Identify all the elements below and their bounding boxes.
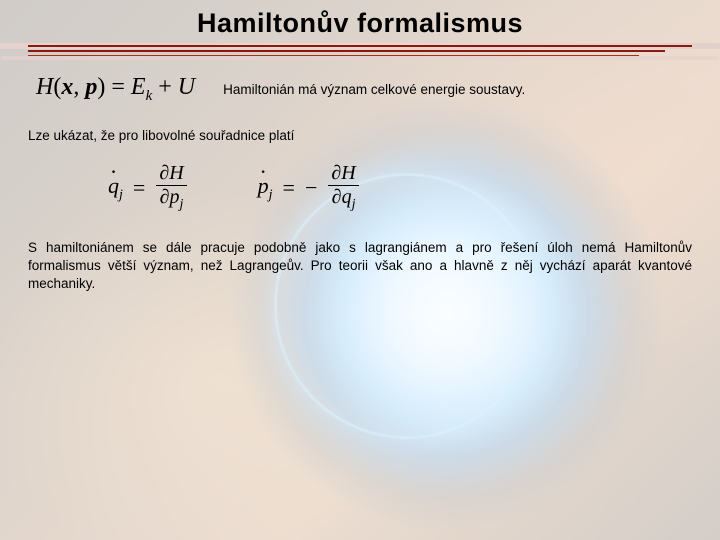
eq-plus: + (152, 74, 178, 100)
pdot-equals: = (283, 175, 295, 201)
eq-x: x (61, 74, 73, 100)
qdot-den-p: p (169, 186, 179, 208)
body-paragraph: S hamiltoniánem se dále pracuje podobně … (28, 239, 692, 294)
pdot-neg: − (305, 175, 317, 201)
rule-3 (28, 55, 639, 56)
title-underline (28, 45, 692, 56)
rule-2 (28, 50, 665, 52)
pdot-den-q: q (342, 186, 352, 208)
pdot-sub: j (269, 187, 273, 202)
qdot-var: q (108, 173, 119, 199)
eq-comma: , (73, 74, 85, 100)
qdot-equals: = (133, 175, 145, 201)
eq-p: p (85, 74, 97, 100)
eq-pdot: pj = − ∂H ∂qj (258, 163, 360, 213)
slide-title: Hamiltonův formalismus (28, 0, 692, 43)
hamiltonian-equation: H(x, p) = Ek + U (28, 74, 195, 105)
hamiltonian-description: Hamiltonián má význam celkové energie so… (223, 82, 525, 97)
qdot-num-H: H (169, 162, 183, 184)
eq-qdot: qj = ∂H ∂pj (108, 163, 188, 213)
qdot-fraction: ∂H ∂pj (155, 163, 187, 213)
qdot-den-sub: j (179, 197, 183, 212)
eq-Ek: E (131, 74, 146, 100)
qdot-den-partial: ∂ (160, 186, 170, 208)
lemma-text: Lze ukázat, že pro libovolné souřadnice … (28, 127, 692, 145)
rule-1 (28, 45, 692, 47)
hamiltonian-row: H(x, p) = Ek + U Hamiltonián má význam c… (28, 74, 692, 105)
pdot-num-H: H (341, 162, 355, 184)
canonical-equations: qj = ∂H ∂pj pj = − ∂H ∂qj (28, 163, 692, 213)
slide-content: Hamiltonův formalismus H(x, p) = Ek + U … (0, 0, 720, 293)
qdot-num-partial: ∂ (159, 162, 169, 184)
qdot-sub: j (119, 187, 123, 202)
pdot-den-sub: j (352, 197, 356, 212)
eq-U: U (178, 74, 195, 100)
pdot-num-partial: ∂ (331, 162, 341, 184)
pdot-var: p (258, 173, 269, 199)
eq-H: H (36, 74, 53, 100)
eq-equals: = (105, 74, 131, 100)
pdot-den-partial: ∂ (332, 186, 342, 208)
pdot-fraction: ∂H ∂qj (327, 163, 359, 213)
